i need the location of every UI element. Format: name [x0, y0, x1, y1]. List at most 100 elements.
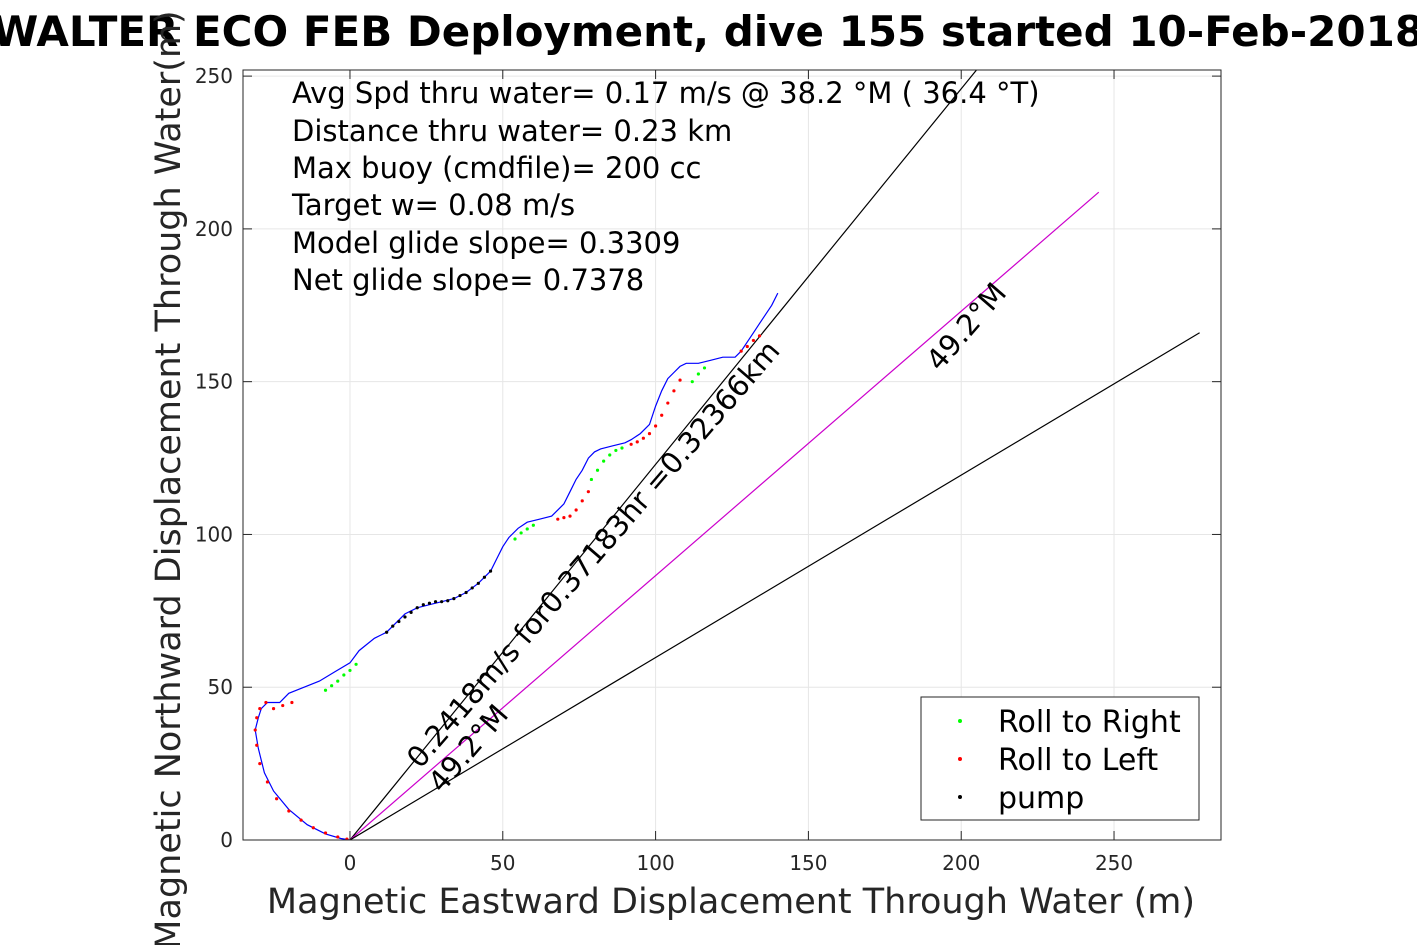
- roll-right-point: [602, 459, 606, 463]
- roll-left-point: [265, 780, 270, 784]
- roll-right-point: [595, 468, 600, 472]
- roll-left-point: [672, 389, 676, 393]
- x-axis: 0 50 100 150 200 250: [344, 70, 1133, 875]
- roll-left-point: [258, 762, 262, 766]
- roll-left-point: [323, 831, 328, 835]
- y-tick-label: 50: [208, 675, 233, 699]
- legend-marker-roll-left: [958, 757, 962, 761]
- roll-left-point: [666, 401, 670, 405]
- legend-label-roll-left: Roll to Left: [998, 743, 1158, 778]
- roll-right-point: [348, 668, 352, 673]
- pump-point: [427, 601, 432, 605]
- pump-point: [488, 569, 493, 573]
- pump-point: [397, 619, 401, 624]
- roll-left-point: [287, 809, 291, 813]
- roll-left-point: [556, 517, 560, 521]
- legend-box: [920, 696, 1200, 821]
- y-tick-label: 250: [195, 64, 233, 88]
- pump-point: [470, 586, 474, 590]
- pump-point: [409, 610, 413, 614]
- roll-left-point: [264, 700, 268, 705]
- pump-point: [415, 606, 419, 610]
- roll-left-point: [745, 344, 749, 349]
- roll-left-point: [580, 499, 584, 503]
- roll-left-point: [751, 338, 755, 343]
- pump-point: [421, 603, 425, 607]
- x-tick-label: 200: [942, 851, 980, 875]
- roll-right-point: [614, 448, 618, 453]
- roll-left-point: [271, 707, 276, 711]
- roll-left-point: [641, 436, 645, 440]
- heading-line: [349, 191, 1100, 840]
- roll-left-point: [253, 728, 257, 732]
- x-tick-label: 100: [637, 851, 675, 875]
- roll-left-point: [757, 334, 762, 338]
- roll-left-point: [255, 743, 259, 747]
- y-tick-label: 0: [220, 828, 233, 852]
- roll-right-point: [330, 684, 334, 688]
- roll-left-point: [336, 835, 340, 839]
- roll-left-point: [345, 837, 349, 840]
- roll-left-point: [678, 378, 682, 382]
- pump-point: [403, 615, 407, 619]
- roll-right-point: [589, 477, 594, 482]
- annotation-avg-speed: Avg Spd thru water= 0.17 m/s @ 38.2 °M (…: [292, 76, 1040, 110]
- legend: Roll to Right Roll to Left pump: [920, 696, 1200, 821]
- pump-point: [385, 630, 389, 634]
- plot-frame: [242, 69, 1222, 841]
- roll-right-point: [696, 372, 700, 376]
- roll-left-point: [660, 413, 664, 417]
- annotation-model-glide: Model glide slope= 0.3309: [292, 226, 680, 260]
- roll-left-point: [635, 440, 639, 444]
- annotation-net-glide: Net glide slope= 0.7378: [292, 263, 644, 297]
- roll-left-point: [281, 703, 285, 708]
- roll-right-point: [702, 366, 707, 370]
- roll-right-point: [513, 537, 517, 541]
- y-axis: 0 50 100 150 200 250: [195, 64, 1221, 852]
- y-tick-label: 150: [195, 370, 233, 394]
- points-layer: [253, 334, 762, 840]
- roll-right-point: [323, 688, 328, 692]
- pump-point: [464, 590, 468, 595]
- roll-left-point: [568, 514, 572, 518]
- roll-right-point: [620, 446, 624, 450]
- legend-label-roll-right: Roll to Right: [998, 705, 1181, 740]
- roll-right-point: [608, 453, 612, 457]
- roll-left-point: [574, 508, 578, 512]
- glide-lower-line: [349, 332, 1200, 840]
- legend-marker-roll-right: [958, 719, 962, 723]
- x-tick-label: 50: [490, 851, 515, 875]
- pump-point: [476, 581, 480, 585]
- roll-left-point: [739, 349, 743, 353]
- roll-left-point: [258, 707, 262, 711]
- roll-left-point: [311, 826, 315, 830]
- pump-point: [433, 600, 438, 604]
- pump-point: [458, 593, 462, 598]
- y-axis-label: Magnetic Northward Displacement Through …: [149, 10, 189, 945]
- roll-left-point: [299, 818, 303, 822]
- pump-point: [440, 600, 444, 604]
- annotation-target-w: Target w= 0.08 m/s: [291, 188, 575, 222]
- roll-right-point: [531, 523, 535, 527]
- roll-right-point: [519, 531, 523, 535]
- y-tick-label: 100: [195, 522, 233, 546]
- legend-marker-pump: [958, 795, 962, 799]
- annotation-max-buoy: Max buoy (cmdfile)= 200 cc: [292, 151, 701, 185]
- roll-left-point: [586, 490, 590, 494]
- roll-right-point: [342, 673, 346, 677]
- pump-point: [452, 597, 456, 601]
- x-tick-label: 150: [789, 851, 827, 875]
- roll-right-point: [336, 679, 340, 683]
- grid: [243, 70, 1221, 841]
- roll-left-point: [562, 516, 566, 520]
- annotation-block: Avg Spd thru water= 0.17 m/s @ 38.2 °M (…: [291, 76, 1040, 297]
- pump-point: [482, 575, 487, 579]
- roll-right-point: [525, 527, 529, 531]
- roll-right-point: [690, 380, 694, 384]
- glide-upper-line: [349, 70, 977, 840]
- roll-left-point: [629, 442, 633, 446]
- annotation-distance: Distance thru water= 0.23 km: [292, 114, 732, 148]
- legend-label-pump: pump: [998, 781, 1084, 816]
- x-tick-label: 0: [344, 851, 357, 875]
